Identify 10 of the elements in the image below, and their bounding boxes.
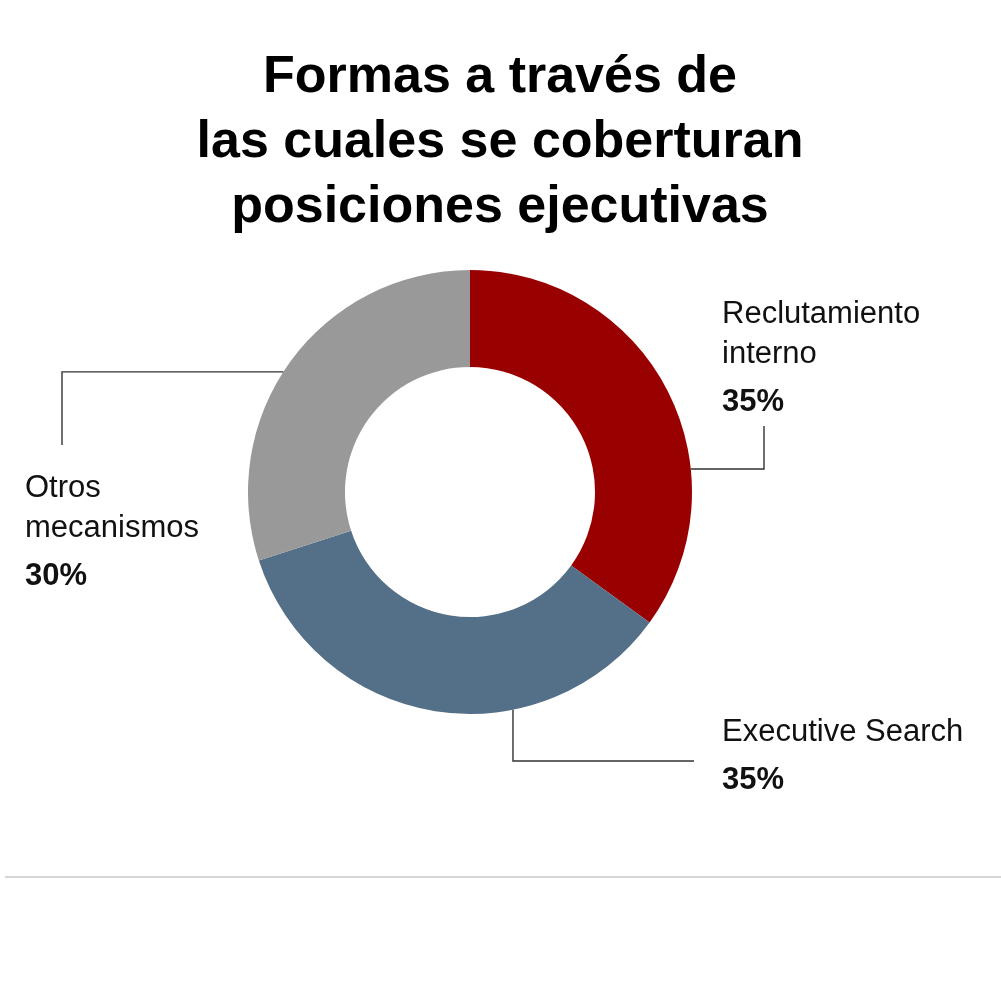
chart-title: Formas a través de las cuales se coberturan posiciones ejecutivas <box>196 45 804 233</box>
data-label: 35% <box>722 761 785 796</box>
donut-slice <box>258 530 650 714</box>
slice-label: Otros mecanismos <box>25 469 199 544</box>
data-label: 35% <box>722 383 785 418</box>
data-label: 30% <box>25 557 88 592</box>
slice-label: Reclutamiento interno <box>722 295 921 370</box>
donut-slice <box>248 270 470 561</box>
donut-slice <box>470 270 692 623</box>
slice-label: Executive Search <box>722 713 964 748</box>
